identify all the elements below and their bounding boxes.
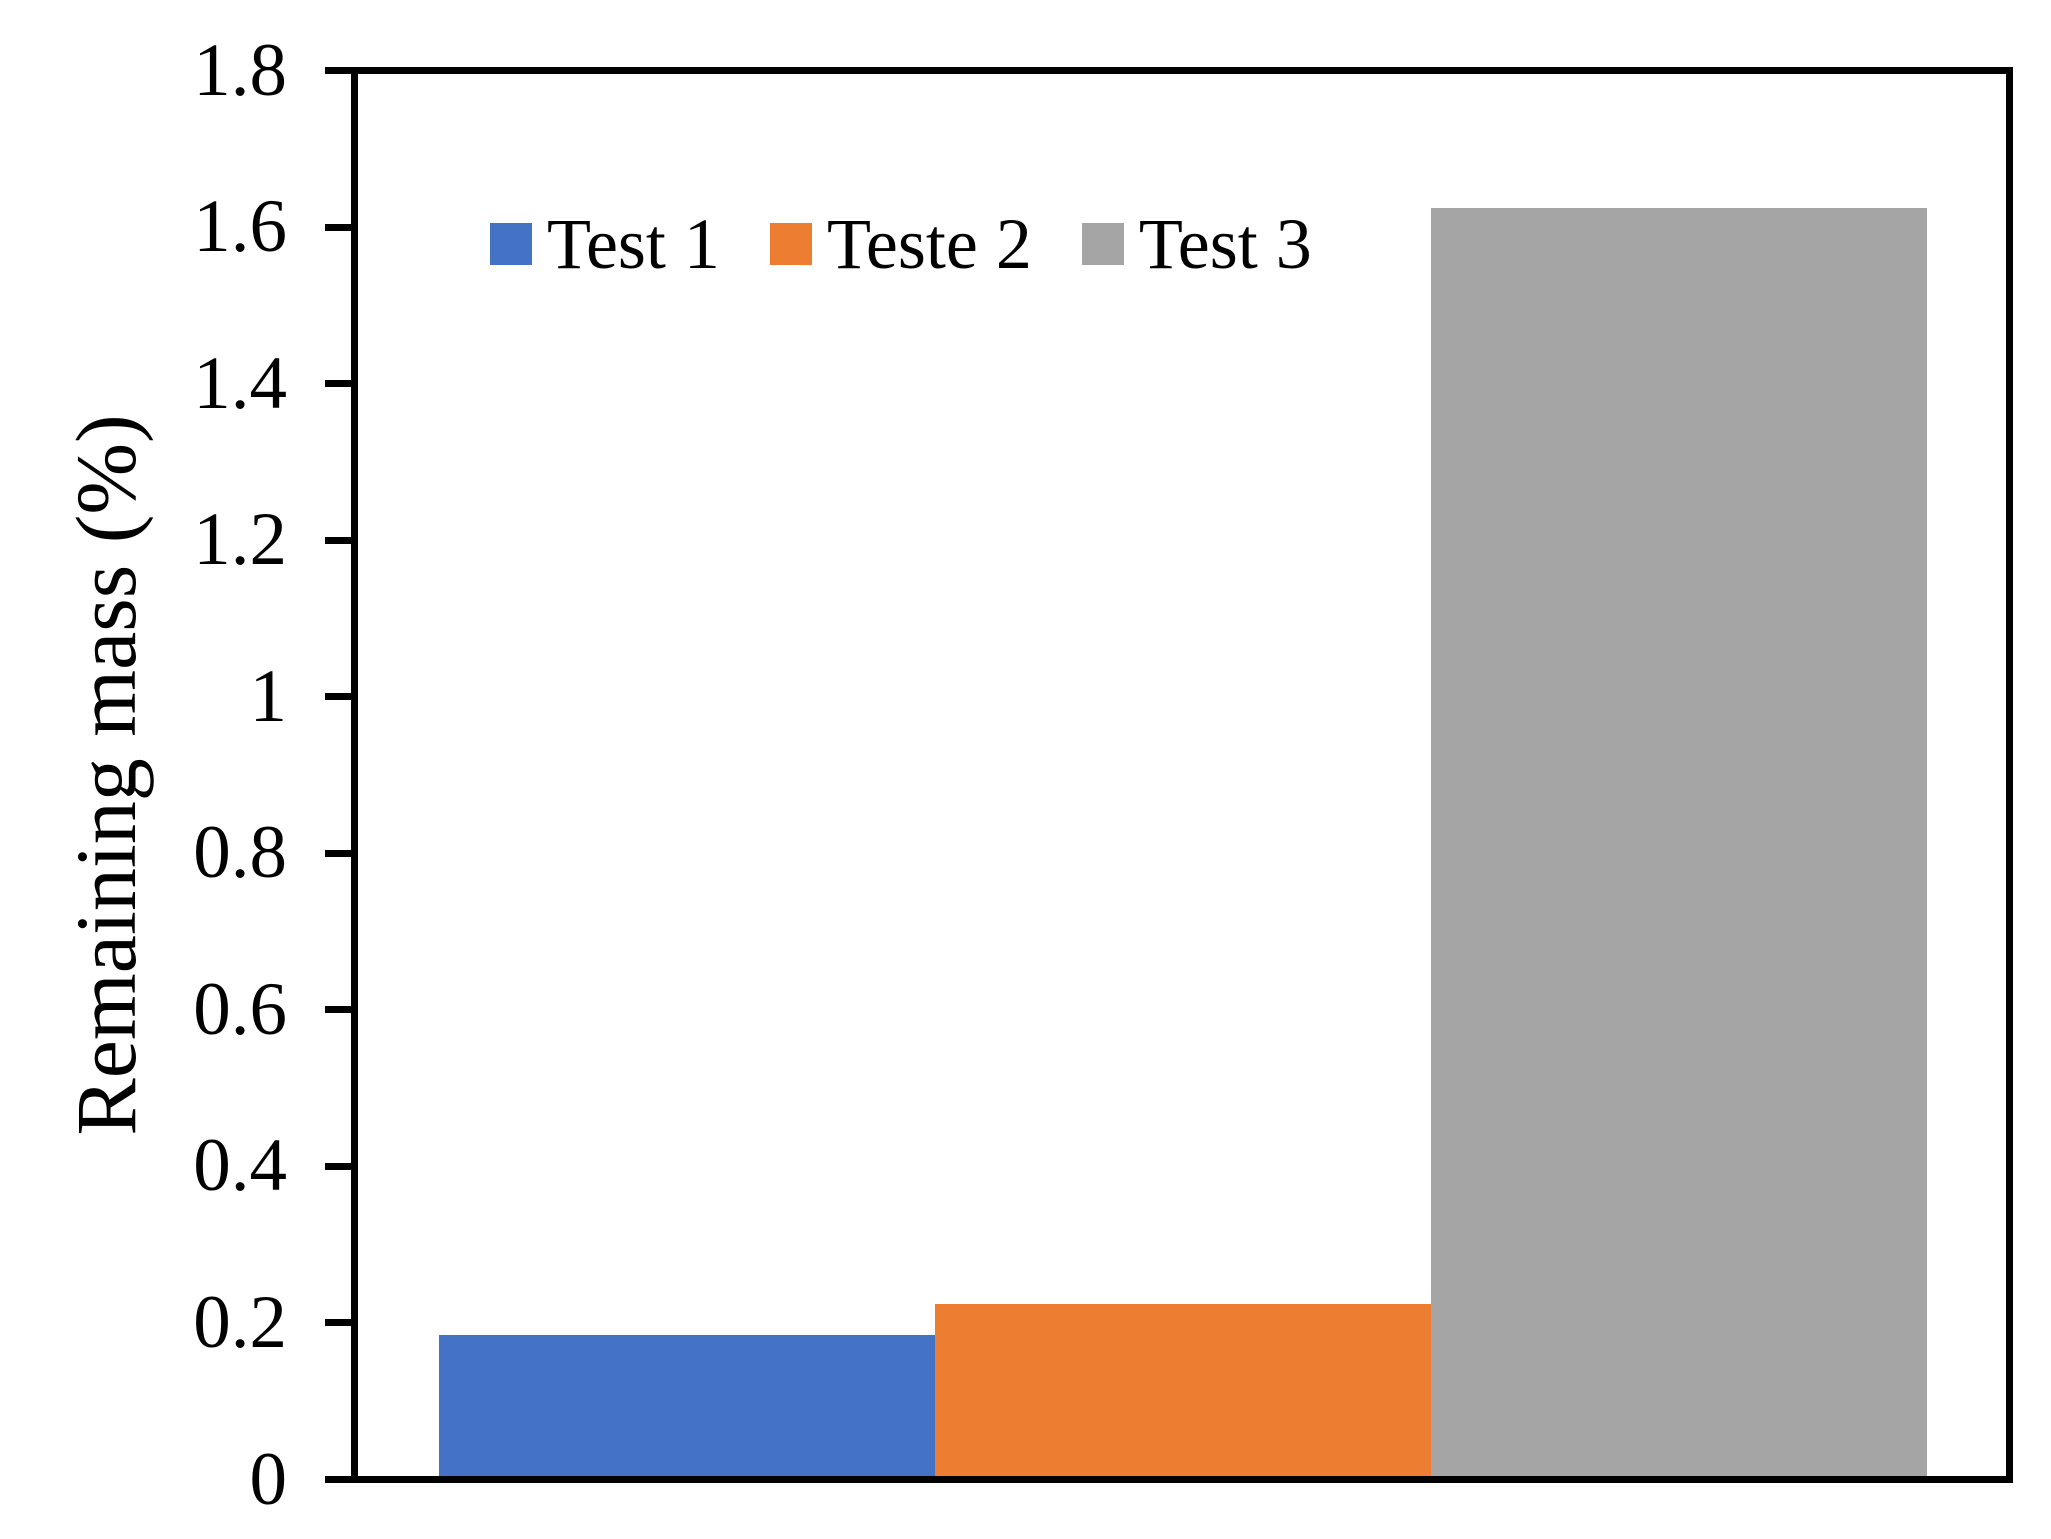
bar-teste-2 xyxy=(935,1304,1431,1476)
y-tick-mark xyxy=(325,67,351,74)
legend-label: Teste 2 xyxy=(826,204,1032,284)
bar-test-3 xyxy=(1431,208,1927,1476)
legend-label: Test 3 xyxy=(1138,204,1312,284)
plot-area: Test 1 Teste 2 Test 3 xyxy=(351,67,2013,1483)
legend: Test 1 Teste 2 Test 3 xyxy=(490,208,1312,280)
y-tick-mark xyxy=(325,380,351,388)
y-tick-label: 0 xyxy=(249,1437,288,1521)
legend-label: Test 1 xyxy=(547,204,720,284)
bar-test-1 xyxy=(439,1335,935,1476)
y-tick-label: 0.2 xyxy=(193,1280,287,1364)
y-tick-mark xyxy=(325,536,351,544)
legend-item: Teste 2 xyxy=(769,204,1032,284)
legend-swatch-icon xyxy=(769,223,812,265)
legend-swatch-icon xyxy=(1081,223,1124,265)
y-tick-mark xyxy=(325,223,351,231)
y-tick-label: 1.6 xyxy=(193,185,287,269)
y-tick-mark xyxy=(325,1006,351,1014)
y-tick-mark xyxy=(325,1319,351,1327)
y-tick-mark xyxy=(325,1162,351,1170)
y-tick-label: 1.8 xyxy=(193,28,287,112)
bars xyxy=(358,74,2006,1476)
y-tick-mark xyxy=(325,1476,351,1483)
legend-item: Test 1 xyxy=(490,208,720,280)
legend-item: Test 3 xyxy=(1081,204,1312,284)
legend-swatch-icon xyxy=(490,223,532,265)
y-axis-title: Remaining mass (%) xyxy=(58,414,154,1136)
y-tick-mark xyxy=(325,693,351,701)
y-tick-mark xyxy=(325,849,351,857)
